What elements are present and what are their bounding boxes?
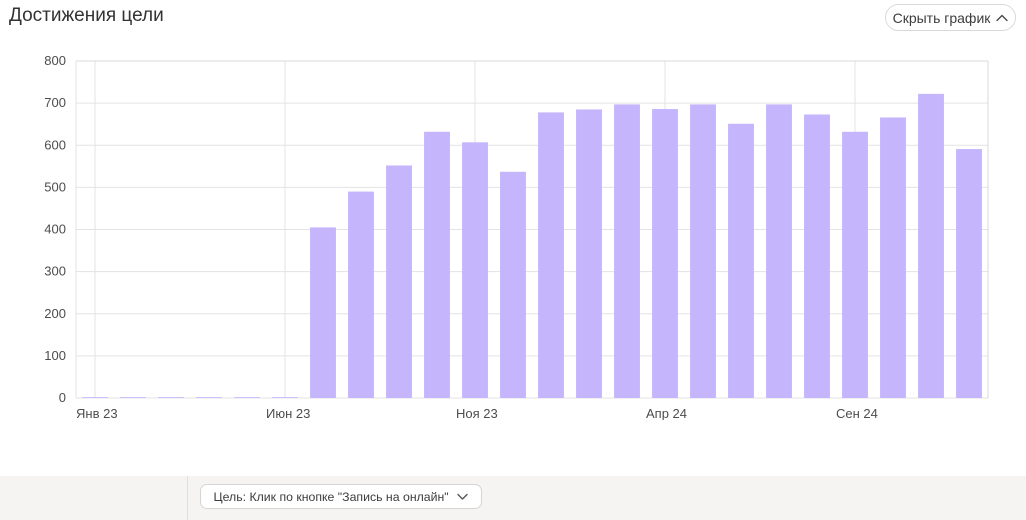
svg-text:700: 700	[44, 95, 66, 110]
svg-text:500: 500	[44, 179, 66, 194]
svg-text:300: 300	[44, 264, 66, 279]
svg-text:100: 100	[44, 348, 66, 363]
svg-text:Янв 23: Янв 23	[76, 406, 118, 420]
svg-text:600: 600	[44, 137, 66, 152]
svg-text:400: 400	[44, 222, 66, 237]
svg-text:Сен 24: Сен 24	[836, 406, 878, 420]
svg-text:800: 800	[44, 55, 66, 68]
svg-text:Ноя 23: Ноя 23	[456, 406, 498, 420]
svg-text:0: 0	[59, 390, 66, 405]
svg-text:Июн 23: Июн 23	[266, 406, 310, 420]
svg-text:200: 200	[44, 306, 66, 321]
svg-text:Апр 24: Апр 24	[646, 406, 687, 420]
